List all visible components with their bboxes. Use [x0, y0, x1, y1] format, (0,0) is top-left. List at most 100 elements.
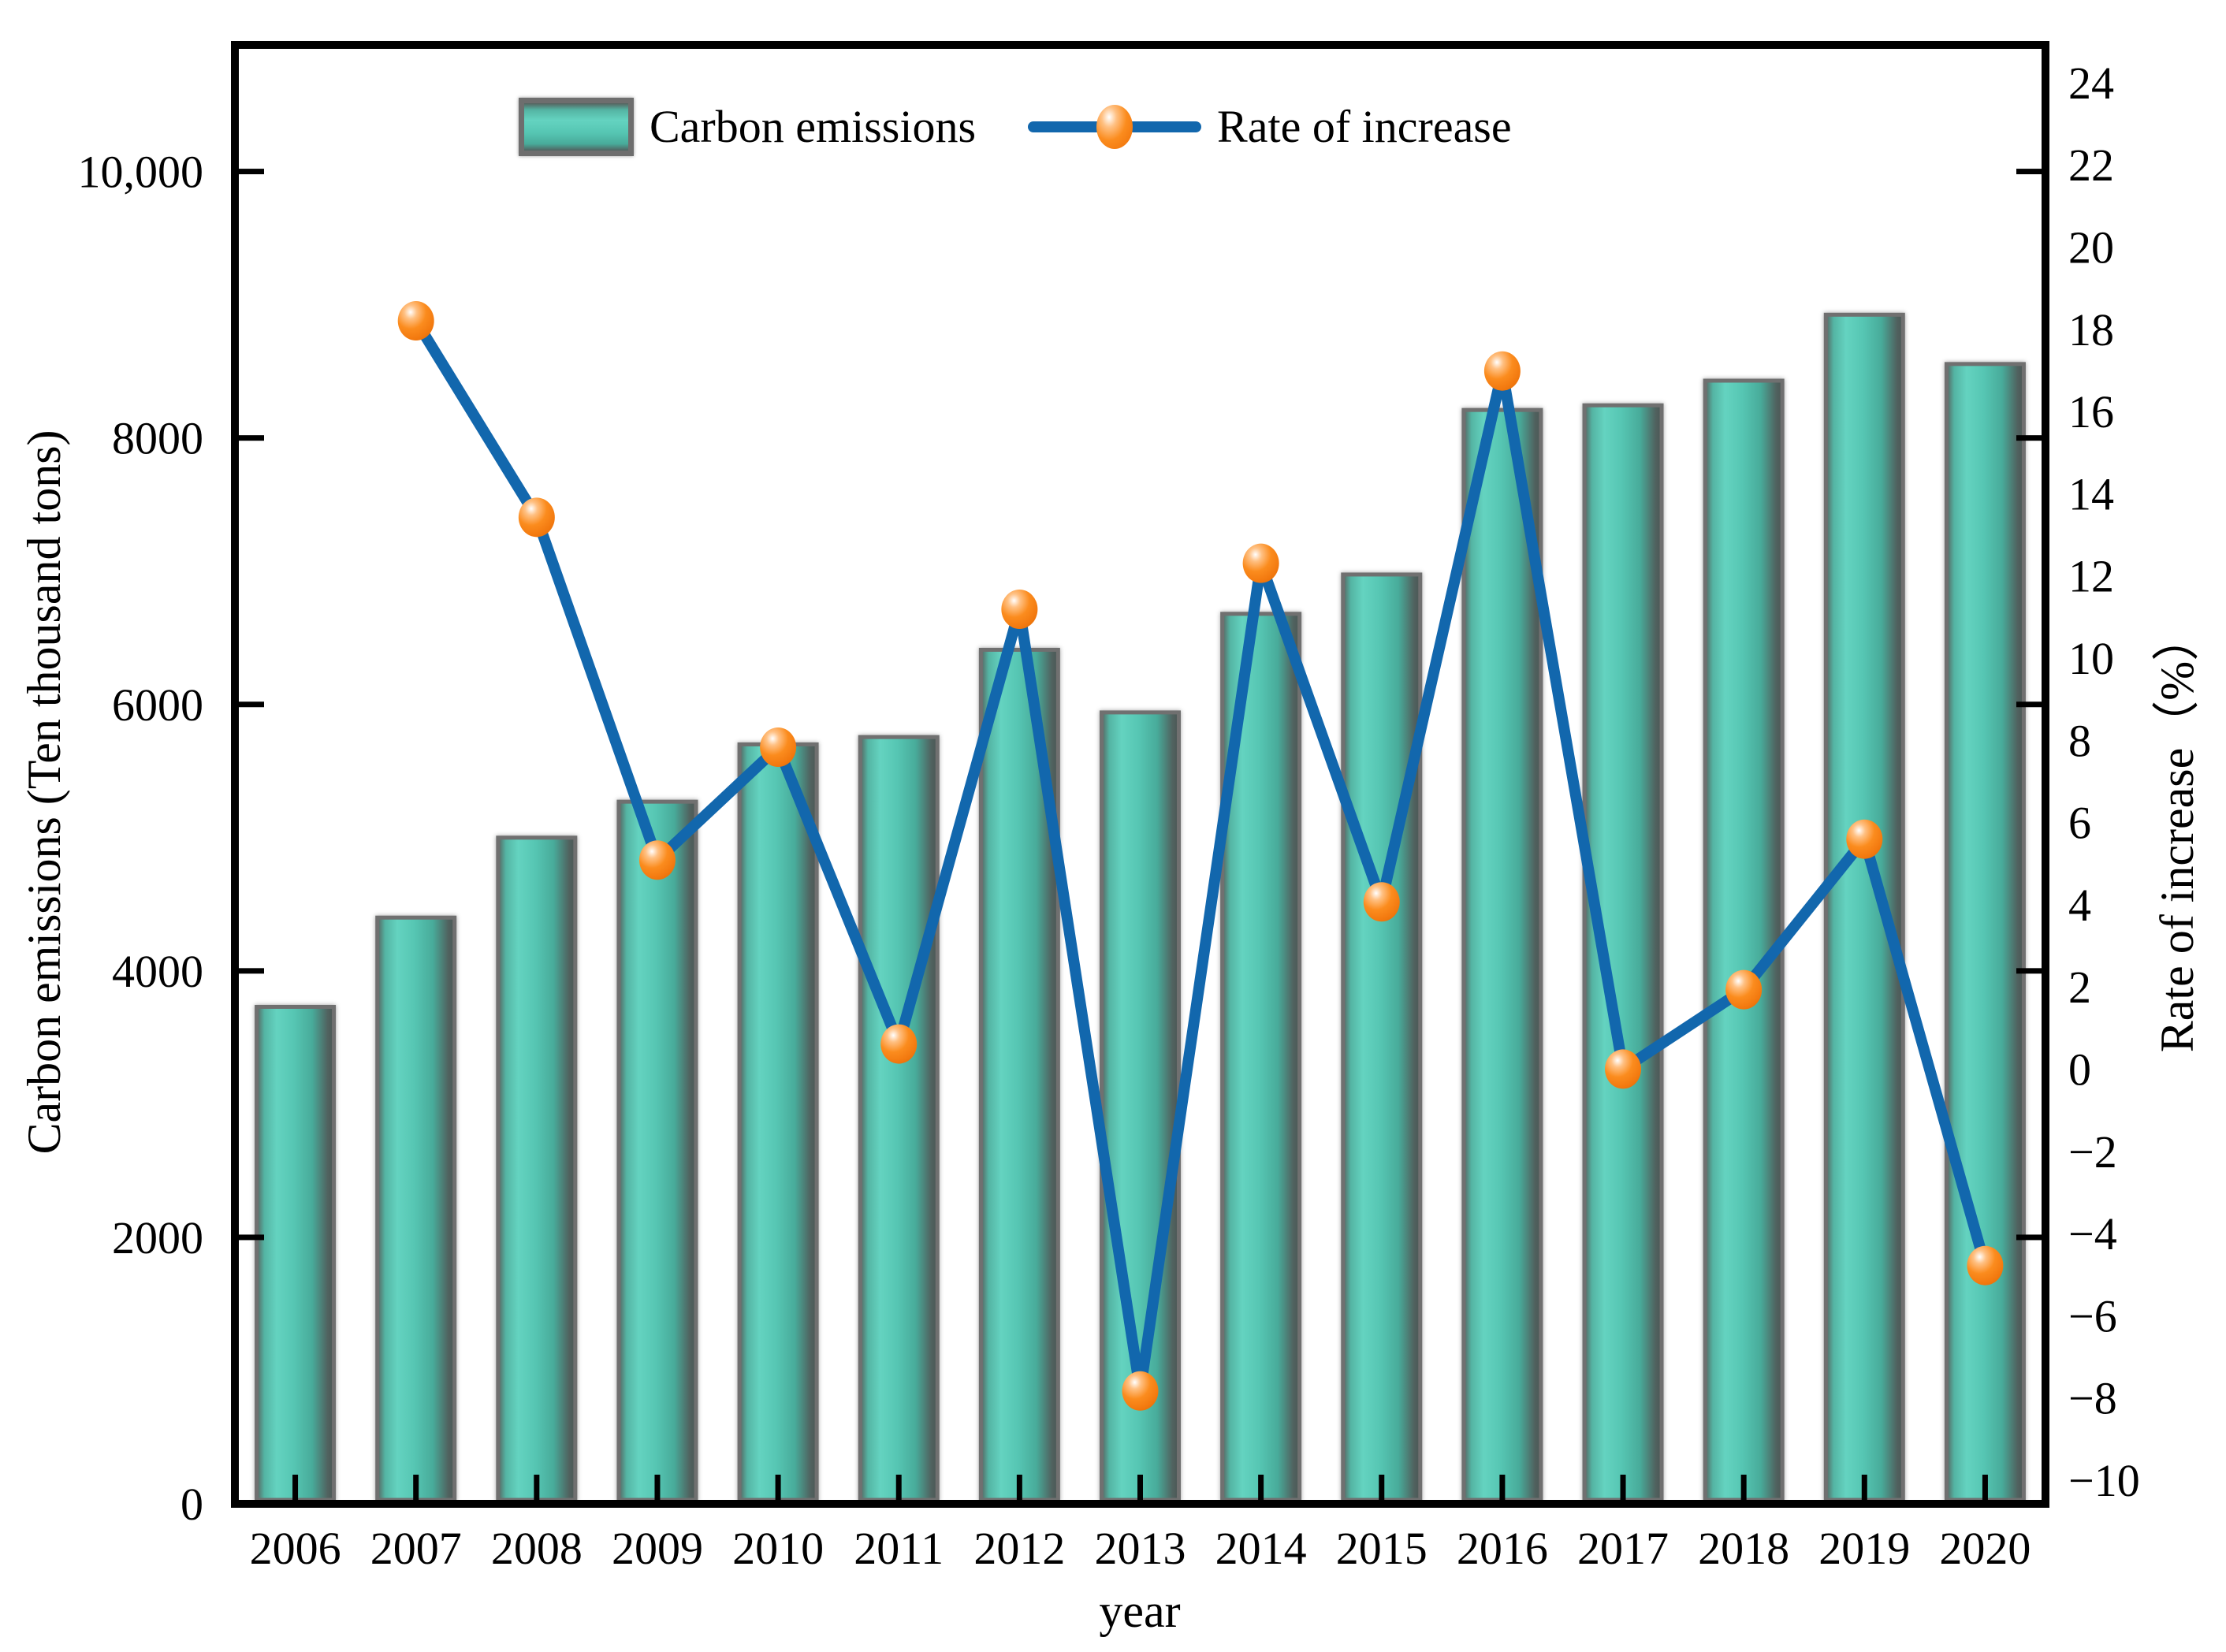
x-tick-label-2018: 2018	[1698, 1523, 1789, 1574]
x-tick-label-2014: 2014	[1215, 1523, 1307, 1574]
right-tick-label--4: −4	[2068, 1208, 2117, 1259]
x-tick-2016	[1499, 1475, 1506, 1500]
right-tick-label--8: −8	[2068, 1373, 2117, 1424]
right-tick-label-6: 6	[2068, 798, 2091, 849]
right-tick-4000	[2016, 968, 2042, 974]
left-tick-label-10000: 10,000	[78, 147, 204, 198]
rate-point-2010	[760, 727, 797, 768]
rate-point-2014	[1242, 543, 1279, 583]
rate-point-2019	[1846, 819, 1883, 859]
right-tick-label-12: 12	[2068, 551, 2114, 602]
left-tick-10000	[239, 169, 264, 175]
right-tick-label--10: −10	[2068, 1455, 2140, 1506]
x-tick-2009	[654, 1475, 661, 1500]
x-tick-2012	[1016, 1475, 1022, 1500]
x-axis-ticks	[292, 1475, 1988, 1500]
legend: Carbon emissions Rate of increase	[519, 93, 1512, 161]
rate-point-2015	[1363, 882, 1400, 922]
left-tick-label-2000: 2000	[112, 1212, 203, 1263]
bar-2010	[737, 742, 819, 1502]
bar-2011	[858, 735, 940, 1502]
x-tick-2015	[1379, 1475, 1385, 1500]
left-tick-label-4000: 4000	[112, 946, 203, 997]
y-axis-ticks	[239, 169, 2042, 1241]
right-tick-label-16: 16	[2068, 386, 2114, 437]
left-tick-label-8000: 8000	[112, 413, 203, 464]
bar-2007	[375, 915, 457, 1502]
right-tick-label-22: 22	[2068, 140, 2114, 191]
x-tick-label-2020: 2020	[1939, 1523, 2031, 1574]
legend-marker-icon	[1096, 105, 1133, 149]
rate-point-2008	[518, 497, 555, 538]
x-tick-2007	[413, 1475, 419, 1500]
legend-line-sample-icon	[1028, 93, 1202, 161]
bar-2006	[255, 1004, 337, 1502]
x-tick-label-2019: 2019	[1818, 1523, 1910, 1574]
right-tick-label--2: −2	[2068, 1126, 2117, 1178]
bar-2015	[1341, 572, 1423, 1502]
rate-point-2020	[1967, 1245, 2004, 1286]
left-tick-6000	[239, 701, 264, 708]
right-tick-2000	[2016, 1234, 2042, 1241]
right-tick-label-18: 18	[2068, 304, 2114, 355]
left-tick-8000	[239, 435, 264, 441]
x-tick-label-2015: 2015	[1336, 1523, 1428, 1574]
x-tick-2013	[1137, 1475, 1143, 1500]
plot-frame	[231, 41, 2049, 1508]
right-tick-label-20: 20	[2068, 222, 2114, 273]
bars	[255, 312, 2026, 1502]
rate-line	[410, 315, 1991, 1397]
right-tick-label-14: 14	[2068, 468, 2114, 519]
rate-point-2011	[880, 1024, 918, 1064]
left-tick-label-0: 0	[181, 1479, 203, 1530]
x-tick-label-2013: 2013	[1095, 1523, 1186, 1574]
x-tick-label-2017: 2017	[1577, 1523, 1669, 1574]
right-tick-label-10: 10	[2068, 633, 2114, 684]
bar-2016	[1461, 407, 1543, 1502]
x-tick-2010	[775, 1475, 781, 1500]
right-tick-8000	[2016, 435, 2042, 441]
x-tick-labels: 2006 2007 2008 2009 2010 2011 2012 2013 2014 2015…	[250, 1523, 2031, 1574]
left-tick-labels: 0 2000 4000 6000 8000 10,000	[78, 147, 204, 1530]
x-tick-label-2012: 2012	[973, 1523, 1065, 1574]
x-tick-2020	[1982, 1475, 1988, 1500]
bar-2017	[1582, 403, 1664, 1502]
x-tick-2017	[1620, 1475, 1626, 1500]
bar-2008	[496, 835, 578, 1502]
right-tick-label-2: 2	[2068, 962, 2091, 1013]
x-tick-2019	[1861, 1475, 1867, 1500]
x-tick-label-2009: 2009	[612, 1523, 703, 1574]
x-tick-2006	[292, 1475, 299, 1500]
bar-2009	[616, 799, 698, 1502]
right-axis-title: Rate of increase（%）	[2151, 613, 2203, 1053]
rate-point-2016	[1483, 351, 1521, 391]
bar-2019	[1823, 312, 1905, 1502]
x-tick-2014	[1258, 1475, 1264, 1500]
rate-point-2012	[1001, 590, 1038, 630]
x-tick-2018	[1740, 1475, 1747, 1500]
x-tick-label-2006: 2006	[250, 1523, 341, 1574]
x-tick-label-2016: 2016	[1457, 1523, 1548, 1574]
legend-label-carbon-emissions: Carbon emissions	[650, 101, 977, 152]
x-tick-2011	[895, 1475, 902, 1500]
right-tick-label-0: 0	[2068, 1044, 2091, 1096]
right-tick-label-4: 4	[2068, 880, 2091, 931]
bar-2020	[1944, 362, 2026, 1502]
legend-bar-swatch-icon	[519, 98, 634, 156]
rate-point-2013	[1122, 1371, 1159, 1411]
rate-point-2018	[1725, 969, 1763, 1010]
left-axis-title: Carbon emissions (Ten thousand tons)	[18, 430, 70, 1155]
right-tick-label-24: 24	[2068, 58, 2114, 109]
left-tick-4000	[239, 968, 264, 974]
legend-label-rate-of-increase: Rate of increase	[1217, 101, 1512, 152]
left-tick-2000	[239, 1234, 264, 1241]
rate-point-2007	[397, 301, 434, 341]
left-tick-label-6000: 6000	[112, 679, 203, 731]
rate-point-2009	[638, 840, 676, 880]
bar-2018	[1703, 378, 1785, 1502]
x-tick-label-2007: 2007	[370, 1523, 462, 1574]
rate-point-2017	[1605, 1049, 1642, 1089]
right-tick-10000	[2016, 169, 2042, 175]
